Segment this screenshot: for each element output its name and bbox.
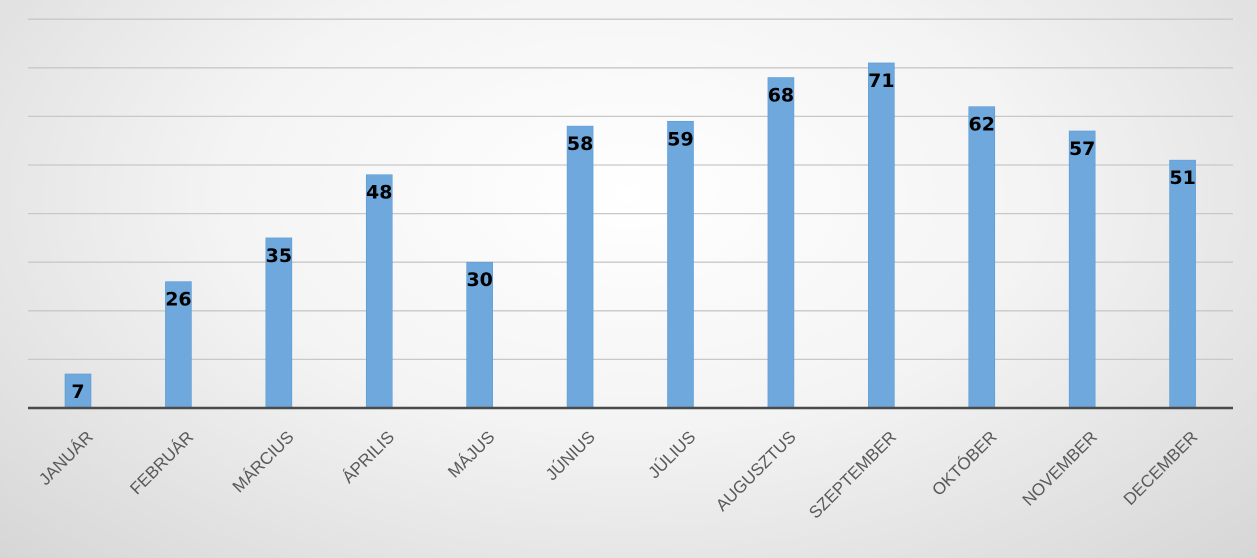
bar [64, 373, 92, 409]
x-tick-label: JÚNIUS [542, 427, 599, 484]
x-tick-label: ÁPRILIS [339, 427, 399, 487]
bar [265, 237, 293, 409]
bar [968, 106, 996, 409]
x-tick-labels: JANUÁR FEBRUÁR MÁRCIUS ÁPRILIS MÁJUS JÚNIUS JÚ… [35, 427, 1201, 522]
x-tick-label: OKTÓBER [928, 427, 1000, 499]
bar [165, 281, 192, 409]
bar [1068, 130, 1096, 409]
data-label: 58 [567, 133, 593, 155]
x-tick-label: MÁRCIUS [229, 427, 298, 496]
data-label: 68 [768, 85, 794, 107]
data-label: 48 [366, 182, 392, 204]
bar [767, 77, 795, 409]
data-label: 35 [266, 245, 292, 267]
x-tick-label: MÁJUS [444, 427, 498, 481]
x-tick-label: AUGUSZTUS [712, 427, 800, 515]
data-label: 62 [969, 114, 995, 136]
data-label: 59 [667, 128, 693, 150]
x-tick-label: NOVEMBER [1019, 427, 1101, 509]
bar [1169, 159, 1196, 409]
bar [466, 261, 493, 409]
x-tick-label: SZEPTEMBER [805, 427, 900, 522]
bars [64, 62, 1196, 409]
data-labels: 7 26 35 48 30 58 59 68 71 62 57 51 [71, 70, 1195, 403]
data-label: 71 [868, 70, 894, 92]
x-tick-label: FEBRUÁR [126, 427, 197, 498]
bar [667, 120, 694, 409]
data-label: 26 [165, 289, 191, 311]
data-label: 51 [1169, 167, 1195, 189]
x-tick-label: JANUÁR [35, 427, 97, 489]
bar [868, 62, 895, 409]
x-tick-label: DECEMBER [1120, 427, 1202, 509]
bar [566, 125, 594, 409]
data-label: 30 [466, 269, 492, 291]
gridlines [28, 18, 1233, 361]
data-label: 7 [71, 381, 84, 403]
bar [365, 174, 393, 409]
x-tick-label: JÚLIUS [644, 427, 699, 482]
data-label: 57 [1069, 138, 1095, 160]
